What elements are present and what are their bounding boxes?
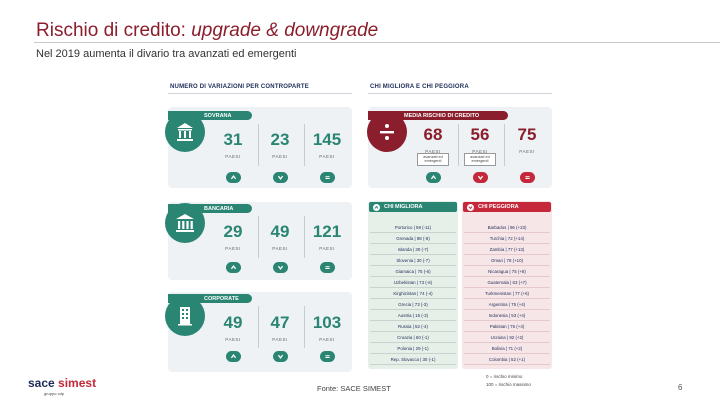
list-item: Rep. Slovacca | 30 (-1): [370, 355, 456, 365]
equal-icon: [320, 351, 335, 362]
improvers-header: CHI MIGLIORA: [369, 202, 457, 212]
divider: [304, 306, 305, 348]
page-subtitle: Nel 2019 aumenta il divario tra avanzati…: [36, 48, 297, 60]
stat-media-down: 56 PAESI: [470, 125, 490, 155]
stat-bancaria-down: 49 PAESI: [270, 222, 290, 252]
chevron-up-icon: [373, 203, 380, 211]
government-building-icon: [165, 112, 205, 152]
list-item: Nicaragua | 75 (+8): [464, 267, 550, 277]
card-corporate-label: CORPORATE: [168, 294, 252, 303]
list-item: Kirghizistan | 74 (-4): [370, 289, 456, 299]
stat-sovrana-down: 23 PAESI: [270, 130, 290, 160]
improvers-panel: [368, 201, 458, 369]
bank-icon: [165, 203, 205, 243]
stat-corporate-up: 49 PAESI: [223, 313, 243, 343]
equal-icon: [320, 262, 335, 273]
stat-corporate-equal: 103 PAESI: [312, 313, 342, 343]
card-sovrana-label: SOVRANA: [168, 111, 252, 120]
list-item: Colombia | 52 (+1): [464, 355, 550, 365]
stat-corporate-down: 47 PAESI: [270, 313, 290, 343]
legend-max: 100 = rischio massimo: [486, 382, 531, 387]
list-item: Barbados | 96 (+23): [464, 223, 550, 233]
card-bancaria-label: BANCARIA: [168, 204, 252, 213]
note-avanzati-emergenti: avanzati ed emergenti: [464, 153, 496, 166]
list-item: Ucraina | 92 (+2): [464, 333, 550, 343]
list-item: Bolivia | 71 (+2): [464, 344, 550, 354]
page-number: 6: [678, 383, 683, 392]
downgrade-icon: [273, 262, 288, 273]
list-item: Slovenia | 30 (-7): [370, 256, 456, 266]
list-item: Croazia | 60 (-1): [370, 333, 456, 343]
list-item: Grenada | 88 (-8): [370, 234, 456, 244]
downgrade-icon: [273, 172, 288, 183]
left-section-rule: [168, 93, 352, 94]
list-item: Islanda | 30 (-7): [370, 245, 456, 255]
upgrade-icon: [226, 172, 241, 183]
page-title: Rischio di credito: upgrade & downgrade: [36, 20, 379, 41]
list-item: Pakistan | 76 (+4): [464, 322, 550, 332]
source-note: Fonte: SACE SIMEST: [317, 384, 391, 393]
list-item: Giamaica | 75 (-6): [370, 267, 456, 277]
right-section-rule: [368, 93, 552, 94]
downgrade-icon: [473, 172, 488, 183]
list-item: Argentina | 75 (+4): [464, 300, 550, 310]
sace-simest-logo: sace simest: [28, 376, 97, 390]
worseners-header: CHI PEGGIORA: [463, 202, 551, 212]
list-item: Russia | 52 (-4): [370, 322, 456, 332]
upgrade-icon: [426, 172, 441, 183]
list-item: Grecia | 73 (-3): [370, 300, 456, 310]
list-item: Oman | 78 (+10): [464, 256, 550, 266]
title-divider: [34, 42, 720, 43]
legend-min: 0 = rischio minimo: [486, 374, 523, 379]
chevron-down-icon: [467, 203, 474, 211]
divider: [504, 124, 505, 166]
equal-icon: [320, 172, 335, 183]
divider: [304, 124, 305, 166]
right-section-heading: CHI MIGLIORA E CHI PEGGIORA: [370, 84, 469, 90]
logo-tagline: gruppo cdp: [44, 391, 65, 396]
left-section-heading: NUMERO DI VARIAZIONI PER CONTROPARTE: [170, 84, 309, 90]
divide-icon: [367, 112, 407, 152]
divider: [304, 216, 305, 258]
stat-media-up: 68 PAESI: [423, 125, 443, 155]
divider: [258, 216, 259, 258]
note-avanzati-emergenti: avanzati ed emergenti: [417, 153, 449, 166]
list-item: Indonesia | 53 (+4): [464, 311, 550, 321]
stat-sovrana-equal: 145 PAESI: [312, 130, 342, 160]
upgrade-icon: [226, 262, 241, 273]
equal-icon: [520, 172, 535, 183]
list-item: Turchia | 72 (+14): [464, 234, 550, 244]
office-building-icon: [165, 296, 205, 336]
stat-bancaria-equal: 121 PAESI: [312, 222, 342, 252]
list-item: Zambia | 77 (+13): [464, 245, 550, 255]
divider: [458, 124, 459, 166]
card-media-label: MEDIA RISCHIO DI CREDITO: [368, 111, 508, 120]
list-item: Turkmenistan | 77 (+6): [464, 289, 550, 299]
list-item: Polonia | 29 (-1): [370, 344, 456, 354]
downgrade-icon: [273, 351, 288, 362]
list-item: Austria | 15 (-3): [370, 311, 456, 321]
stat-sovrana-up: 31 PAESI: [223, 130, 243, 160]
list-item: Portorico | 59 (-11): [370, 223, 456, 233]
stat-bancaria-up: 29 PAESI: [223, 222, 243, 252]
list-item: Guatemala | 63 (+7): [464, 278, 550, 288]
worseners-panel: [462, 201, 552, 369]
list-item: Uzbekistan | 73 (-6): [370, 278, 456, 288]
stat-media-equal: 75 PAESI: [517, 125, 537, 155]
upgrade-icon: [226, 351, 241, 362]
divider: [258, 124, 259, 166]
divider: [258, 306, 259, 348]
